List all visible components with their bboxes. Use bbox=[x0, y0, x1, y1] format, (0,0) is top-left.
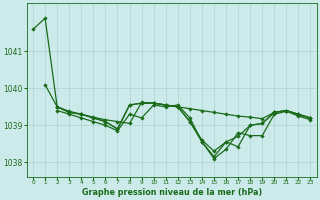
X-axis label: Graphe pression niveau de la mer (hPa): Graphe pression niveau de la mer (hPa) bbox=[82, 188, 262, 197]
